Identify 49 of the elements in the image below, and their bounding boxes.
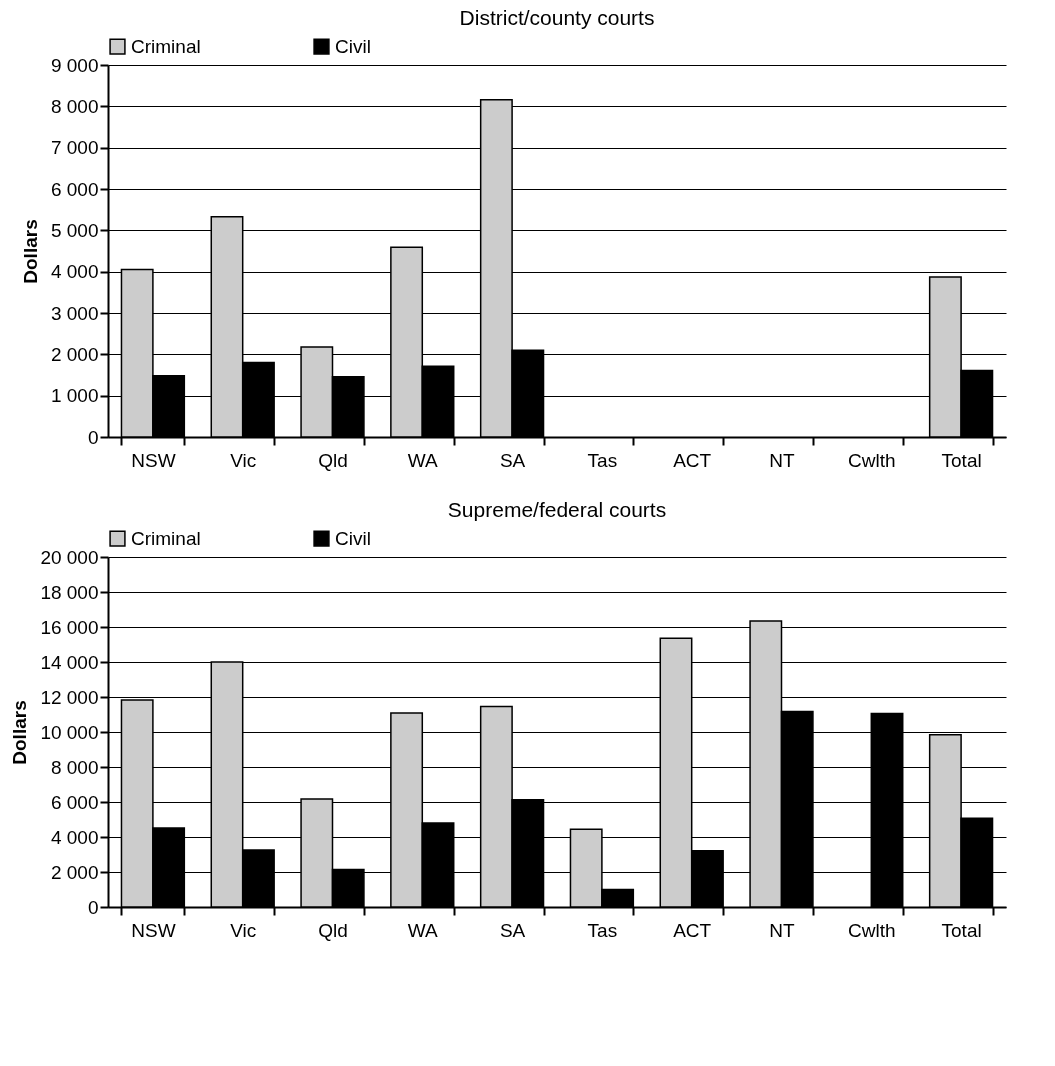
x-tick-label: ACT (673, 919, 712, 941)
x-tick-label: NSW (131, 449, 176, 471)
chart-title: District/county courts (459, 6, 655, 29)
y-tick-label: 8 000 (50, 95, 99, 117)
y-tick-label: 4 000 (50, 826, 99, 848)
x-tick-label: SA (499, 449, 526, 471)
x-tick-label: SA (499, 919, 526, 941)
y-tick-label: 10 000 (40, 721, 99, 743)
x-tick-label: NT (769, 449, 796, 471)
x-tick-label: NT (769, 919, 796, 941)
x-tick-label: Tas (587, 919, 618, 941)
x-tick-label: WA (407, 919, 439, 941)
y-tick-label: 7 000 (50, 137, 99, 159)
y-axis-title: Dollars (19, 219, 41, 284)
y-tick-label: 0 (87, 426, 99, 448)
y-tick-label: 14 000 (40, 651, 99, 673)
x-tick-label: Tas (587, 449, 618, 471)
y-tick-label: 16 000 (40, 616, 99, 638)
legend-label: Civil (335, 35, 371, 57)
x-tick-label: Vic (230, 449, 257, 471)
y-tick-label: 6 000 (50, 178, 99, 200)
y-tick-label: 2 000 (50, 343, 99, 365)
x-tick-label: Total (941, 449, 982, 471)
x-tick-label: Qld (318, 449, 348, 471)
y-tick-label: 5 000 (50, 219, 99, 241)
x-tick-label: NSW (131, 919, 176, 941)
y-axis-title: Dollars (9, 700, 31, 765)
y-tick-label: 2 000 (50, 861, 99, 883)
y-tick-label: 0 (87, 896, 99, 918)
legend-label: Criminal (131, 527, 201, 549)
y-tick-label: 8 000 (50, 756, 99, 778)
y-tick-label: 4 000 (50, 261, 99, 283)
y-tick-label: 1 000 (50, 385, 99, 407)
y-tick-label: 18 000 (40, 581, 99, 603)
x-tick-label: Cwlth (848, 449, 896, 471)
x-tick-label: Vic (230, 919, 257, 941)
y-tick-label: 3 000 (50, 302, 99, 324)
x-tick-label: WA (407, 449, 439, 471)
legend-label: Civil (335, 527, 371, 549)
y-tick-label: 9 000 (50, 54, 99, 76)
y-tick-label: 12 000 (40, 686, 99, 708)
x-tick-label: Total (941, 919, 982, 941)
legend-label: Criminal (131, 35, 201, 57)
x-tick-label: Qld (318, 919, 348, 941)
y-tick-label: 20 000 (40, 546, 99, 568)
x-tick-label: ACT (673, 449, 712, 471)
chart-title: Supreme/federal courts (447, 498, 667, 521)
x-tick-label: Cwlth (848, 919, 896, 941)
y-tick-label: 6 000 (50, 791, 99, 813)
